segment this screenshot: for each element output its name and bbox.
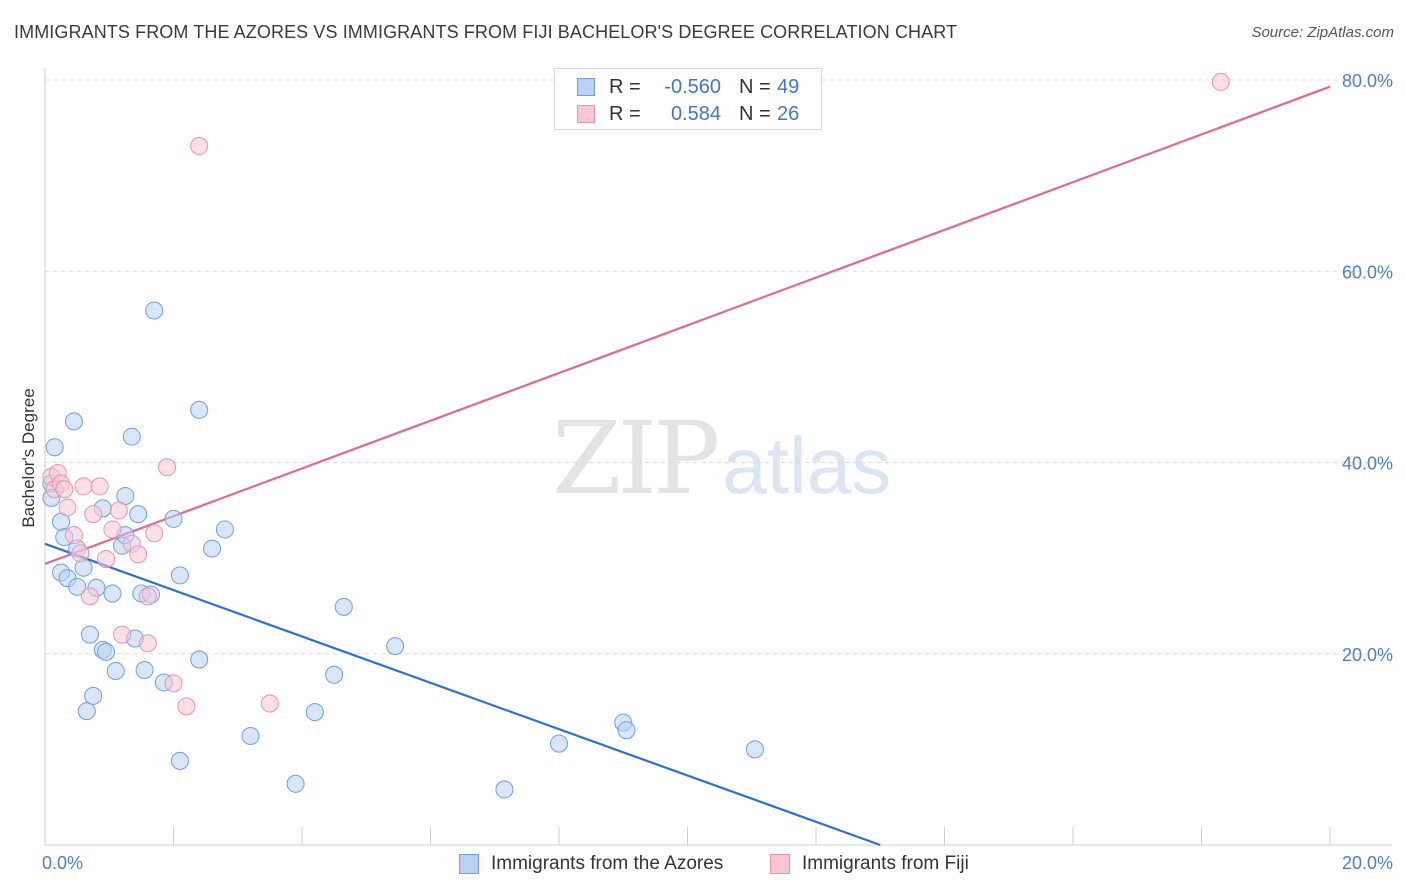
azores-legend-swatch bbox=[459, 854, 479, 874]
tick-labels: 20.0% 40.0% 60.0% 80.0% 0.0% 20.0% bbox=[42, 71, 1393, 873]
fiji-point bbox=[1211, 72, 1230, 91]
r-label: R = bbox=[609, 75, 641, 98]
azores-point bbox=[386, 637, 405, 656]
gridlines bbox=[45, 79, 1392, 655]
fiji-point bbox=[84, 505, 103, 524]
x-tick-label: 20.0% bbox=[1342, 853, 1393, 873]
azores-point bbox=[145, 301, 164, 320]
azores-point bbox=[305, 703, 324, 722]
fiji-point bbox=[74, 477, 93, 496]
azores-point bbox=[550, 734, 568, 753]
azores-point bbox=[170, 751, 189, 770]
fiji-point bbox=[164, 674, 183, 693]
r-value: 0.584 bbox=[670, 102, 721, 125]
azores-point bbox=[215, 520, 234, 539]
fiji-point bbox=[58, 498, 77, 517]
n-label: N = bbox=[739, 102, 771, 125]
legend-row-fiji: R = 0.584 N = 26 bbox=[577, 101, 799, 127]
axes bbox=[44, 68, 1392, 846]
azores-point bbox=[745, 740, 764, 759]
fiji-legend-swatch bbox=[770, 854, 790, 874]
r-label: R = bbox=[609, 102, 641, 125]
y-tick-label: 80.0% bbox=[1342, 71, 1393, 91]
azores-point bbox=[334, 597, 353, 616]
watermark: ZIPatlas bbox=[552, 400, 891, 517]
fiji-legend-label: Immigrants from Fiji bbox=[802, 853, 969, 874]
n-value: 49 bbox=[777, 75, 800, 98]
watermark-zip: ZIP bbox=[552, 400, 720, 517]
series-legend-azores: Immigrants from the Azores bbox=[459, 851, 723, 877]
azores-point bbox=[84, 686, 103, 705]
fiji-point bbox=[71, 544, 90, 563]
fiji-point bbox=[177, 697, 196, 716]
azores-point bbox=[203, 539, 222, 558]
x-tick-label: 0.0% bbox=[42, 853, 83, 873]
fiji-trend-line bbox=[44, 85, 1331, 565]
azores-point bbox=[135, 661, 154, 680]
fiji-point bbox=[113, 625, 132, 644]
azores-legend-label: Immigrants from the Azores bbox=[491, 853, 724, 874]
azores-point bbox=[164, 509, 183, 528]
data-points bbox=[42, 72, 1230, 799]
fiji-point bbox=[138, 587, 157, 606]
fiji-point bbox=[64, 526, 83, 545]
fiji-point bbox=[80, 587, 99, 606]
azores-point bbox=[68, 577, 87, 596]
trend-lines bbox=[44, 85, 1331, 847]
chart-title: IMMIGRANTS FROM THE AZORES VS IMMIGRANTS… bbox=[14, 22, 958, 42]
fiji-point bbox=[55, 480, 74, 499]
legend-row-azores: R = -0.560 N = 49 bbox=[577, 74, 799, 100]
watermark-atlas: atlas bbox=[722, 421, 892, 510]
fiji-point bbox=[190, 136, 209, 155]
azores-swatch bbox=[577, 78, 595, 96]
y-tick-label: 60.0% bbox=[1342, 262, 1393, 282]
n-label: N = bbox=[739, 75, 771, 98]
n-value: 26 bbox=[777, 102, 800, 125]
azores-point bbox=[286, 774, 305, 793]
fiji-point bbox=[90, 477, 109, 496]
r-value: -0.560 bbox=[664, 75, 721, 98]
fiji-point bbox=[109, 501, 128, 520]
azores-point bbox=[45, 438, 64, 457]
azores-point bbox=[122, 427, 141, 446]
fiji-point bbox=[129, 545, 148, 564]
azores-point bbox=[77, 702, 96, 721]
fiji-point bbox=[260, 694, 279, 713]
fiji-point bbox=[145, 524, 164, 543]
azores-trend-line bbox=[44, 542, 881, 847]
azores-point bbox=[325, 665, 344, 684]
correlation-legend: R = -0.560 N = 49 R = 0.584 N = 26 bbox=[554, 68, 822, 130]
azores-point bbox=[617, 721, 636, 740]
y-tick-label: 40.0% bbox=[1342, 454, 1393, 474]
azores-point bbox=[106, 661, 125, 680]
azores-point bbox=[170, 566, 189, 585]
azores-point bbox=[80, 625, 99, 644]
fiji-point bbox=[158, 458, 177, 477]
fiji-point bbox=[138, 634, 157, 653]
fiji-swatch bbox=[577, 105, 595, 123]
series-legend-fiji: Immigrants from Fiji bbox=[770, 851, 969, 877]
azores-point bbox=[64, 412, 83, 431]
fiji-point bbox=[103, 520, 122, 539]
azores-point bbox=[241, 726, 260, 745]
fiji-point bbox=[97, 550, 116, 569]
y-tick-label: 20.0% bbox=[1342, 645, 1393, 665]
azores-point bbox=[97, 642, 116, 661]
azores-point bbox=[103, 584, 122, 603]
y-axis-title: Bachelor's Degree bbox=[19, 388, 38, 527]
azores-point bbox=[129, 505, 148, 524]
azores-point bbox=[495, 780, 514, 799]
azores-point bbox=[190, 400, 209, 419]
azores-point bbox=[190, 650, 209, 669]
source-note: Source: ZipAtlas.com bbox=[1251, 24, 1394, 41]
